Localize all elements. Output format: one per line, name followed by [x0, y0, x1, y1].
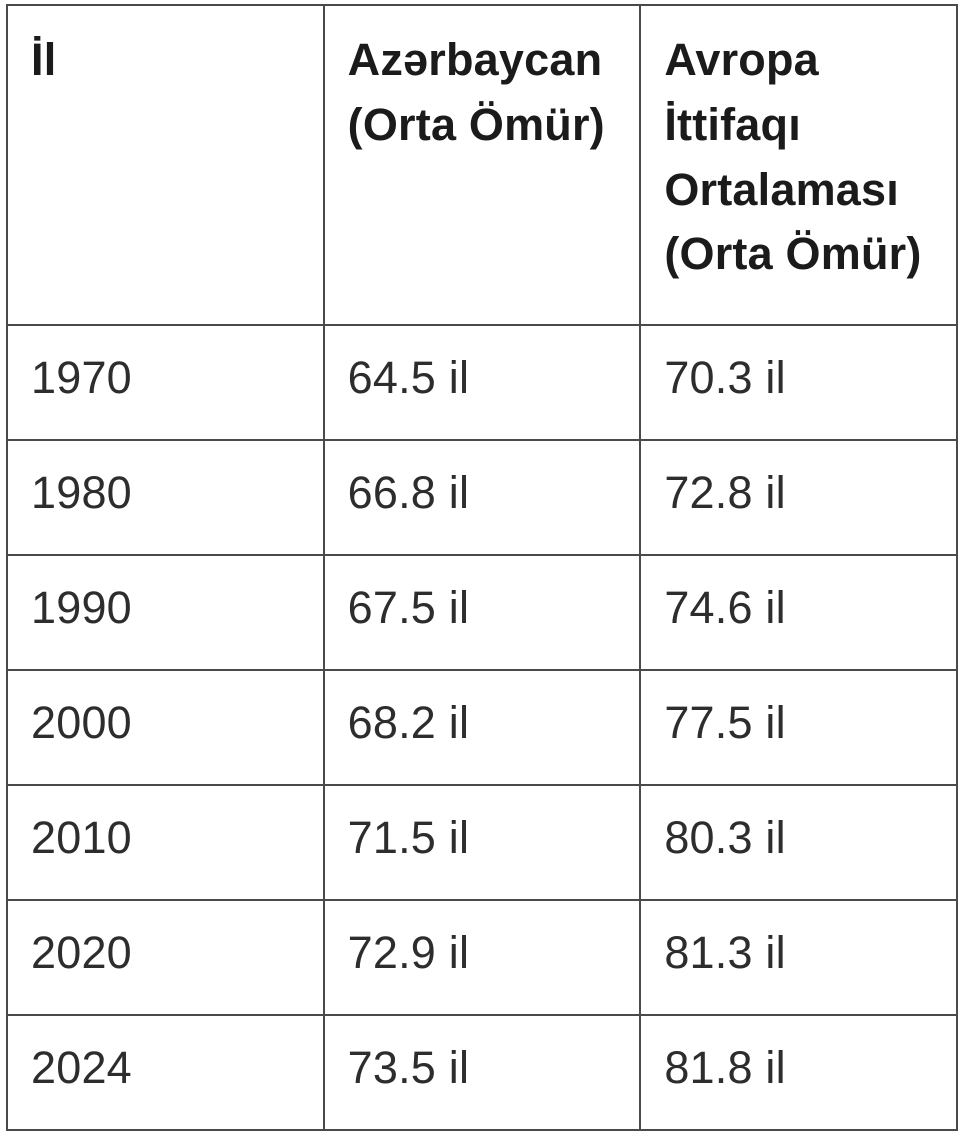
table-row: 2020 72.9 il 81.3 il	[6, 899, 958, 1016]
table-row: 1970 64.5 il 70.3 il	[6, 324, 958, 441]
value-cell: 68.2 il	[322, 669, 642, 786]
year-cell: 1990	[6, 554, 325, 671]
table-header: İl Azərbaycan (Orta Ömür) Avropa İttifaq…	[6, 4, 958, 326]
table-body: 1970 64.5 il 70.3 il 1980 66.8 il 72.8 il 1990…	[6, 324, 958, 1131]
value-cell: 74.6 il	[639, 554, 958, 671]
value-cell: 70.3 il	[639, 324, 958, 441]
year-cell: 2000	[6, 669, 325, 786]
year-cell: 2020	[6, 899, 325, 1016]
table-row: 1980 66.8 il 72.8 il	[6, 439, 958, 556]
value-cell: 66.8 il	[322, 439, 642, 556]
col-header-eu-average: Avropa İttifaqı Ortalaması (Orta Ömür)	[639, 4, 958, 326]
table-row: 2024 73.5 il 81.8 il	[6, 1014, 958, 1131]
value-cell: 73.5 il	[322, 1014, 642, 1131]
table-row: 2000 68.2 il 77.5 il	[6, 669, 958, 786]
year-cell: 1970	[6, 324, 325, 441]
value-cell: 77.5 il	[639, 669, 958, 786]
table-row: 1990 67.5 il 74.6 il	[6, 554, 958, 671]
year-cell: 2010	[6, 784, 325, 901]
year-cell: 1980	[6, 439, 325, 556]
life-expectancy-table: İl Azərbaycan (Orta Ömür) Avropa İttifaq…	[6, 4, 958, 1131]
year-cell: 2024	[6, 1014, 325, 1131]
value-cell: 71.5 il	[322, 784, 642, 901]
value-cell: 72.9 il	[322, 899, 642, 1016]
value-cell: 80.3 il	[639, 784, 958, 901]
header-row: İl Azərbaycan (Orta Ömür) Avropa İttifaq…	[6, 4, 958, 326]
value-cell: 81.8 il	[639, 1014, 958, 1131]
value-cell: 81.3 il	[639, 899, 958, 1016]
value-cell: 67.5 il	[322, 554, 642, 671]
value-cell: 72.8 il	[639, 439, 958, 556]
col-header-year: İl	[6, 4, 325, 326]
col-header-azerbaijan: Azərbaycan (Orta Ömür)	[322, 4, 642, 326]
table-row: 2010 71.5 il 80.3 il	[6, 784, 958, 901]
value-cell: 64.5 il	[322, 324, 642, 441]
